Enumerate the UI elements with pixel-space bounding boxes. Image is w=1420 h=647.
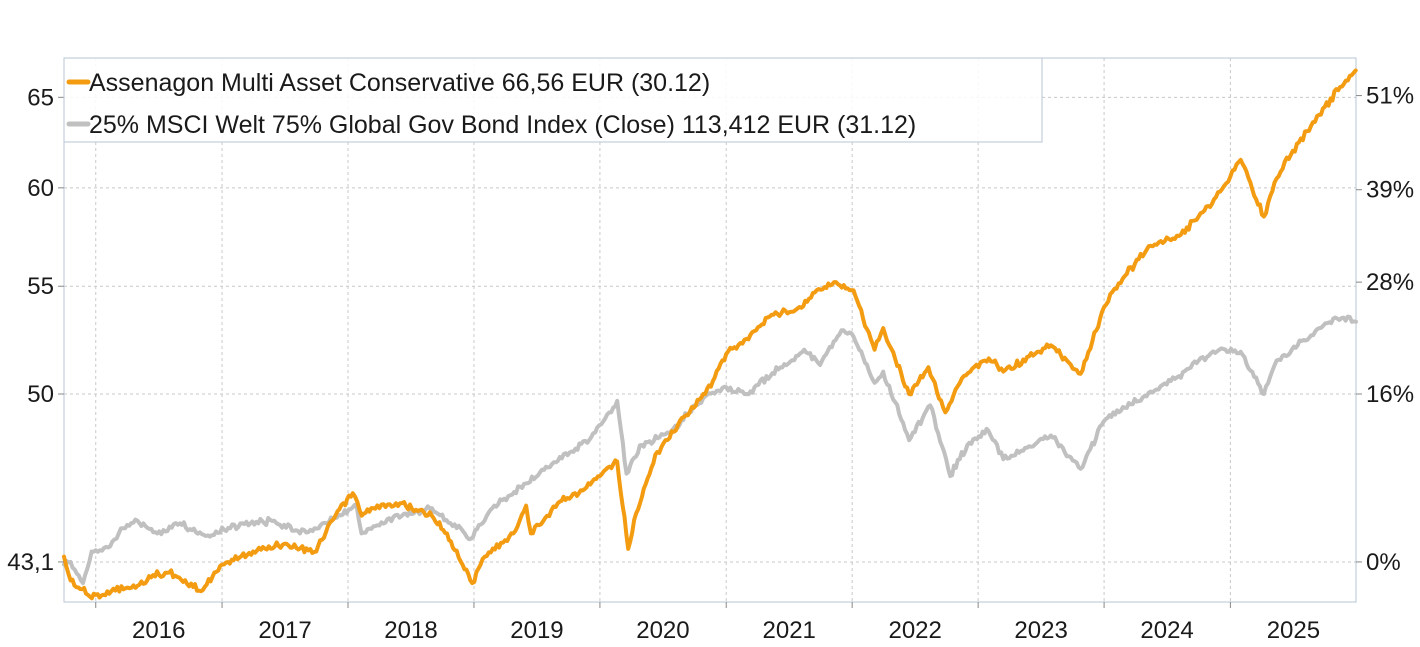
y-right-tick-label: 39% (1366, 177, 1414, 204)
x-tick-label: 2017 (258, 617, 311, 644)
y-right-tick-label: 28% (1366, 269, 1414, 296)
y-left-tick-label: 60 (27, 175, 54, 202)
y-left-tick-label: 50 (27, 381, 54, 408)
x-tick-label: 2024 (1140, 617, 1193, 644)
y-right-tick-label: 0% (1366, 549, 1401, 576)
x-tick-label: 2021 (763, 617, 816, 644)
y-right-tick-label: 51% (1366, 83, 1414, 110)
y-left-tick-label: 43,1 (7, 549, 54, 576)
series-line-index (62, 314, 1358, 586)
legend: Assenagon Multi Asset Conservative 66,56… (63, 57, 1043, 143)
y-left-tick-label: 55 (27, 273, 54, 300)
legend-label-assenagon: Assenagon Multi Asset Conservative 66,56… (89, 69, 710, 97)
series-line-assenagon (62, 68, 1358, 601)
series-layer (62, 68, 1358, 601)
x-tick-label: 2020 (636, 617, 689, 644)
y-right-tick-label: 16% (1366, 381, 1414, 408)
x-tick-label: 2019 (510, 617, 563, 644)
axis-layer: 43,1 50 55 60 65 0% 16% 28% 39% 51% 2016 2017 2018 20… (7, 83, 1414, 644)
legend-label-index: 25% MSCI Welt 75% Global Gov Bond Index … (89, 111, 916, 139)
x-tick-label: 2018 (384, 617, 437, 644)
x-tick-label: 2025 (1267, 617, 1320, 644)
x-tick-label: 2016 (132, 617, 185, 644)
x-tick-label: 2022 (888, 617, 941, 644)
legend-box (63, 57, 1043, 143)
grid-layer (64, 58, 1356, 602)
x-tick-label: 2023 (1014, 617, 1067, 644)
y-left-tick-label: 65 (27, 84, 54, 111)
